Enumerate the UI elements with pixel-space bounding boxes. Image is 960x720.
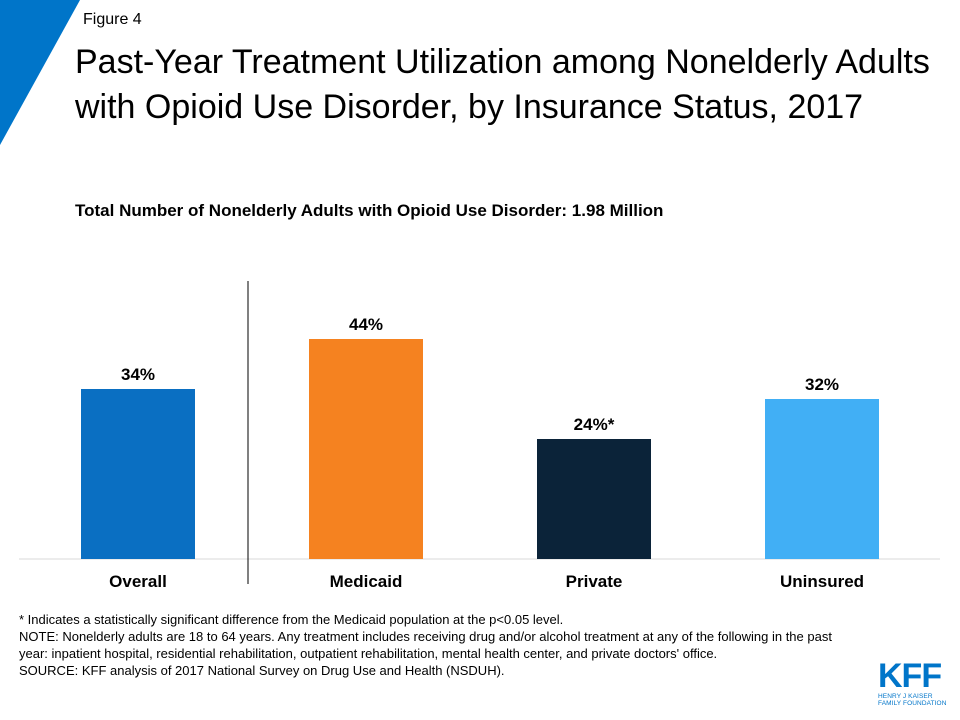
bar-private [537, 439, 651, 559]
value-label-private: 24%* [574, 415, 615, 434]
category-label-uninsured: Uninsured [780, 572, 864, 591]
category-label-overall: Overall [109, 572, 167, 591]
footnotes: * Indicates a statistically significant … [19, 611, 849, 679]
bar-overall [81, 389, 195, 559]
kff-logo: KFF HENRY J KAISER FAMILY FOUNDATION [878, 659, 948, 707]
kff-logo-line1: HENRY J KAISER [878, 693, 933, 700]
chart-subtitle: Total Number of Nonelderly Adults with O… [75, 201, 664, 220]
footnote-note: NOTE: Nonelderly adults are 18 to 64 yea… [19, 629, 832, 661]
bar-chart: 34% Overall 44% Medicaid 24%* Private 32% Unins… [19, 281, 940, 591]
value-label-medicaid: 44% [349, 315, 383, 334]
chart-title: Past-Year Treatment Utilization among No… [75, 43, 930, 126]
corner-accent [0, 0, 80, 145]
value-label-uninsured: 32% [805, 375, 839, 394]
figure-label: Figure 4 [83, 11, 142, 28]
value-label-overall: 34% [121, 365, 155, 384]
category-label-private: Private [566, 572, 623, 591]
bar-uninsured [765, 399, 879, 559]
kff-logo-line2: FAMILY FOUNDATION [878, 700, 947, 707]
footnote-significance: * Indicates a statistically significant … [19, 612, 564, 627]
footnote-source: SOURCE: KFF analysis of 2017 National Su… [19, 663, 505, 678]
kff-logo-mark: KFF [878, 657, 942, 695]
category-label-medicaid: Medicaid [330, 572, 403, 591]
bar-medicaid [309, 339, 423, 559]
